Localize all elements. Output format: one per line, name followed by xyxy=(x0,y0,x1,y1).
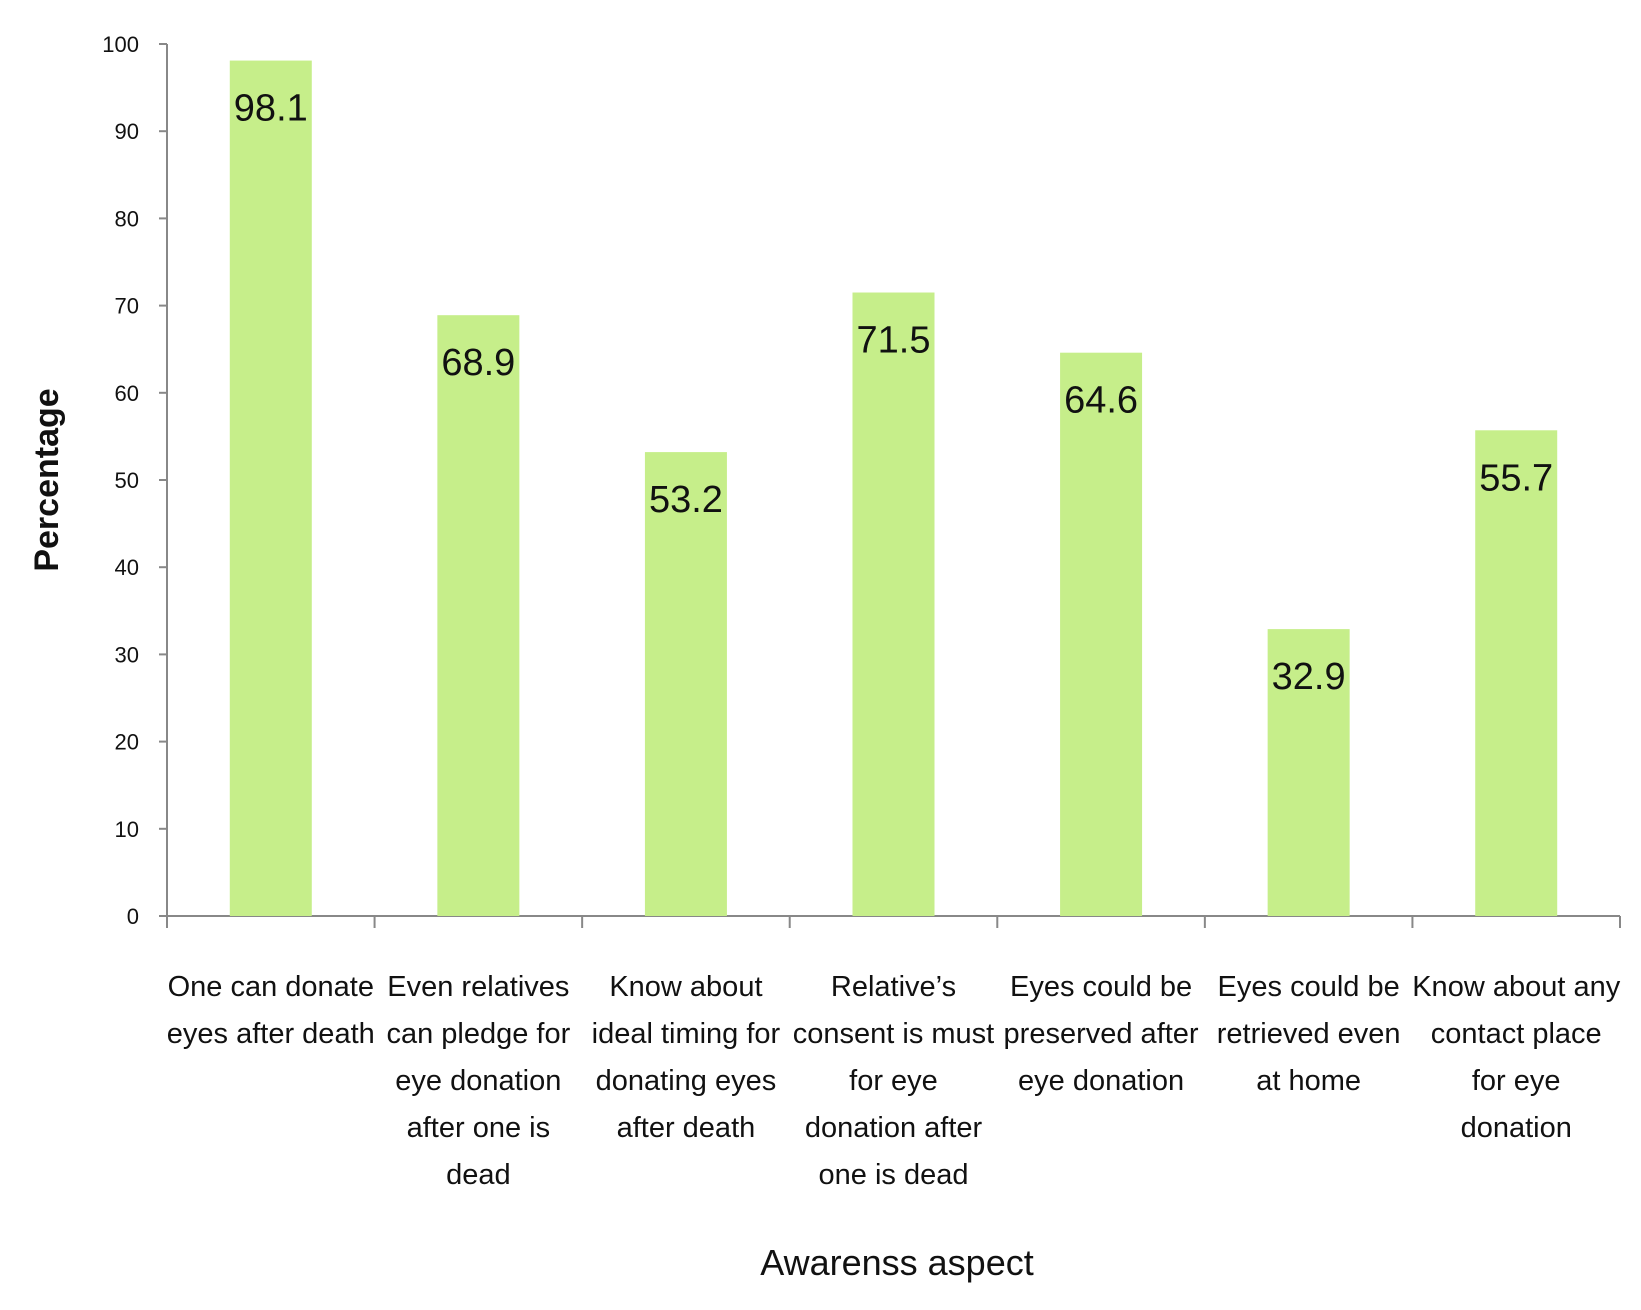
data-label: 53.2 xyxy=(649,479,723,521)
category-label-line: for eye xyxy=(849,1065,938,1097)
y-tick-label: 0 xyxy=(127,904,139,929)
category-label-line: at home xyxy=(1256,1065,1361,1097)
category-label: One can donate eyes after death xyxy=(167,971,375,1050)
category-label-line: donation after xyxy=(805,1112,983,1144)
category-label-line: after death xyxy=(617,1112,756,1144)
category-label-line: ideal timing for xyxy=(592,1018,781,1050)
y-tick-label: 40 xyxy=(115,555,139,580)
category-label-line: eyes after death xyxy=(167,1018,375,1050)
category-label-line: contact place xyxy=(1431,1018,1602,1050)
y-tick-label: 60 xyxy=(115,381,139,406)
bar xyxy=(1267,629,1350,916)
data-label: 68.9 xyxy=(441,342,515,384)
category-label-line: donation xyxy=(1461,1112,1572,1144)
category-label-line: eye donation xyxy=(1018,1065,1184,1097)
category-label-line: Know about any xyxy=(1412,971,1620,1003)
y-tick-label: 30 xyxy=(115,642,139,667)
category-label-line: consent is must xyxy=(793,1018,994,1050)
category-label: Relative’s consent is must for eye donation… xyxy=(793,971,994,1191)
category-label: Know about any contact place for eye donati… xyxy=(1412,971,1620,1144)
category-label-line: after one is xyxy=(407,1112,550,1144)
y-tick-label: 20 xyxy=(115,730,139,755)
y-tick-label: 10 xyxy=(115,817,139,842)
category-label: Eyes could be preserved after eye donation xyxy=(1004,971,1199,1097)
category-label-line: Eyes could be xyxy=(1218,971,1400,1003)
data-label: 71.5 xyxy=(857,320,931,362)
bar xyxy=(1060,352,1143,916)
x-axis-title: Awarenss aspect xyxy=(760,1242,1033,1283)
category-label: Eyes could be retrieved even at home xyxy=(1217,971,1401,1097)
bar xyxy=(229,60,312,917)
category-label-line: Relative’s xyxy=(831,971,956,1003)
data-label: 32.9 xyxy=(1272,656,1346,698)
data-label: 64.6 xyxy=(1064,380,1138,422)
y-tick-label: 90 xyxy=(115,119,139,144)
bars-group xyxy=(229,60,1558,917)
category-label-line: Eyes could be xyxy=(1010,971,1192,1003)
y-tick-label: 70 xyxy=(115,294,139,319)
y-tick-label: 50 xyxy=(115,468,139,493)
axes-group: 0 10 20 30 40 50 60 70 80 90 100 xyxy=(102,32,1621,929)
category-label-line: can pledge for xyxy=(386,1018,570,1050)
bar xyxy=(437,315,520,916)
category-label-line: eye donation xyxy=(395,1065,561,1097)
data-label: 55.7 xyxy=(1479,457,1553,499)
category-label-line: retrieved even xyxy=(1217,1018,1401,1050)
bar xyxy=(1475,430,1558,916)
category-label-line: one is dead xyxy=(819,1159,969,1191)
category-label-line: One can donate xyxy=(168,971,374,1003)
category-label: Know about ideal timing for donating eyes a… xyxy=(592,971,781,1144)
y-tick-label: 100 xyxy=(102,32,139,57)
category-label: Even relatives can pledge for eye donation… xyxy=(386,971,570,1191)
bar xyxy=(644,452,727,916)
y-axis-title: Percentage xyxy=(28,388,66,571)
y-tick-label: 80 xyxy=(115,206,139,231)
category-label-line: Even relatives xyxy=(387,971,569,1003)
category-label-line: dead xyxy=(446,1159,511,1191)
labels-group: 98.1 One can donate eyes after death 68.9 Ev… xyxy=(167,88,1621,1191)
category-label-line: donating eyes xyxy=(596,1065,777,1097)
data-label: 98.1 xyxy=(234,88,308,130)
category-label-line: preserved after xyxy=(1004,1018,1199,1050)
category-label-line: Know about xyxy=(609,971,762,1003)
bar xyxy=(852,292,935,916)
category-label-line: for eye xyxy=(1472,1065,1561,1097)
